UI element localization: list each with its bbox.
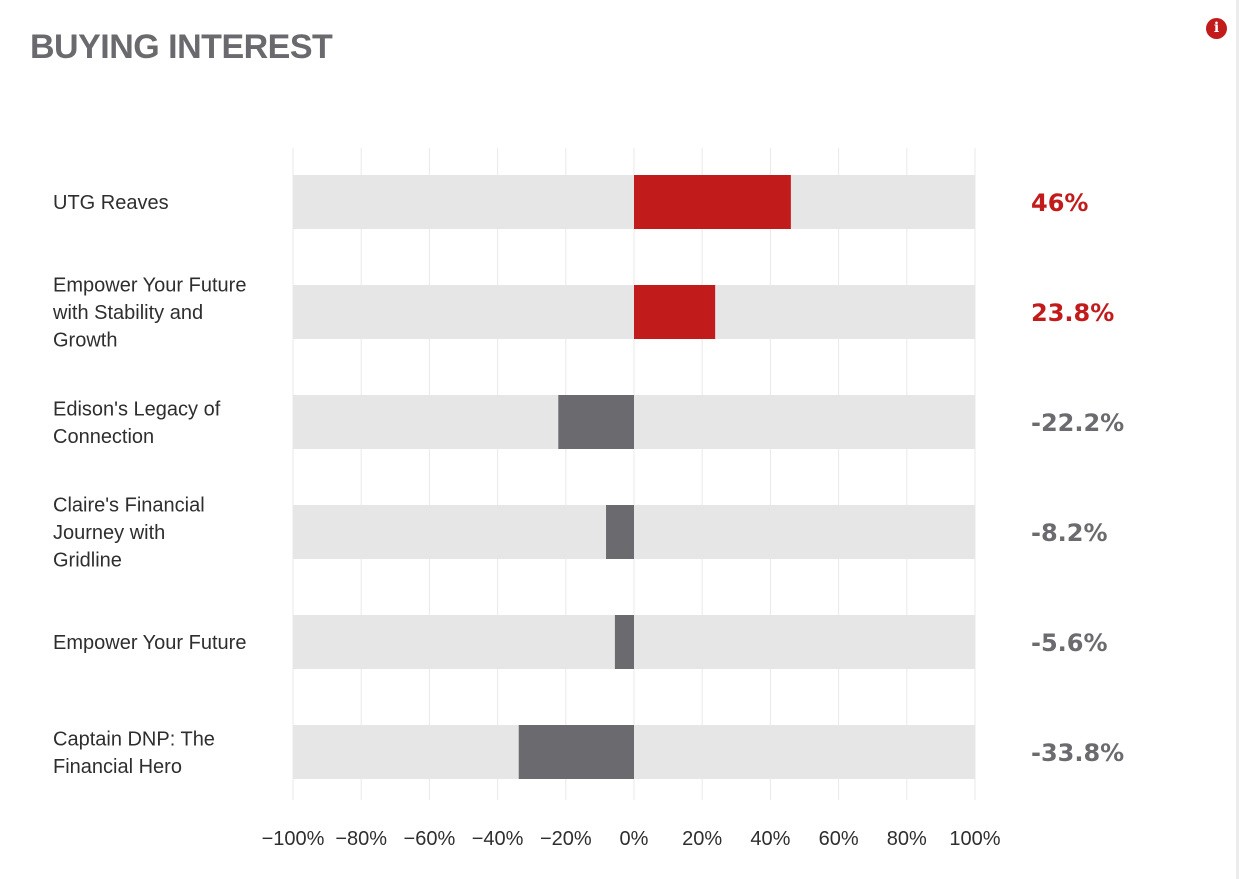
bar-3 <box>606 505 634 559</box>
category-label-line: Empower Your Future <box>53 632 246 654</box>
page-title: BUYING INTEREST <box>30 28 333 66</box>
value-label-1: 23.8% <box>1031 299 1114 327</box>
bar-5 <box>518 725 634 779</box>
value-label-4: -5.6% <box>1031 629 1108 657</box>
x-tick-label-0: −100% <box>262 828 325 850</box>
category-label-line: with Stability and <box>52 302 203 324</box>
bar-2 <box>558 395 634 449</box>
category-label-line: UTG Reaves <box>53 192 169 214</box>
category-label-line: Financial Hero <box>53 756 182 778</box>
category-label-line: Gridline <box>53 550 122 572</box>
x-tick-label-7: 40% <box>750 828 790 850</box>
value-label-0: 46% <box>1031 189 1088 217</box>
category-label-line: Claire's Financial <box>53 495 205 517</box>
category-label-line: Empower Your Future <box>53 275 246 297</box>
bar-1 <box>634 285 716 339</box>
category-label-4: Empower Your Future <box>53 632 246 654</box>
x-tick-label-9: 80% <box>887 828 927 850</box>
category-label-line: Captain DNP: The <box>53 728 215 750</box>
x-tick-label-4: −20% <box>540 828 592 850</box>
category-label-0: UTG Reaves <box>53 192 169 214</box>
bar-0 <box>634 175 791 229</box>
x-tick-label-1: −80% <box>335 828 387 850</box>
x-tick-label-5: 0% <box>620 828 649 850</box>
x-tick-label-6: 20% <box>682 828 722 850</box>
category-label-line: Journey with <box>53 522 165 544</box>
info-icon[interactable]: i <box>1206 18 1227 39</box>
bar-4 <box>614 615 634 669</box>
x-tick-label-3: −40% <box>472 828 524 850</box>
x-tick-label-2: −60% <box>404 828 456 850</box>
value-label-3: -8.2% <box>1031 519 1108 547</box>
value-label-2: -22.2% <box>1031 409 1124 437</box>
category-label-2: Edison's Legacy of Connection <box>53 398 221 448</box>
category-label-line: Connection <box>53 426 154 448</box>
category-label-line: Edison's Legacy of <box>53 398 221 420</box>
category-label-3: Claire's Financial Journey with Gridline <box>53 495 205 572</box>
value-label-5: -33.8% <box>1031 739 1124 767</box>
x-tick-label-10: 100% <box>949 828 1000 850</box>
x-tick-label-8: 60% <box>819 828 859 850</box>
category-label-line: Growth <box>53 330 117 352</box>
category-label-1: Empower Your Future with Stability and Gro… <box>52 275 246 352</box>
category-label-5: Captain DNP: The Financial Hero <box>53 728 215 778</box>
